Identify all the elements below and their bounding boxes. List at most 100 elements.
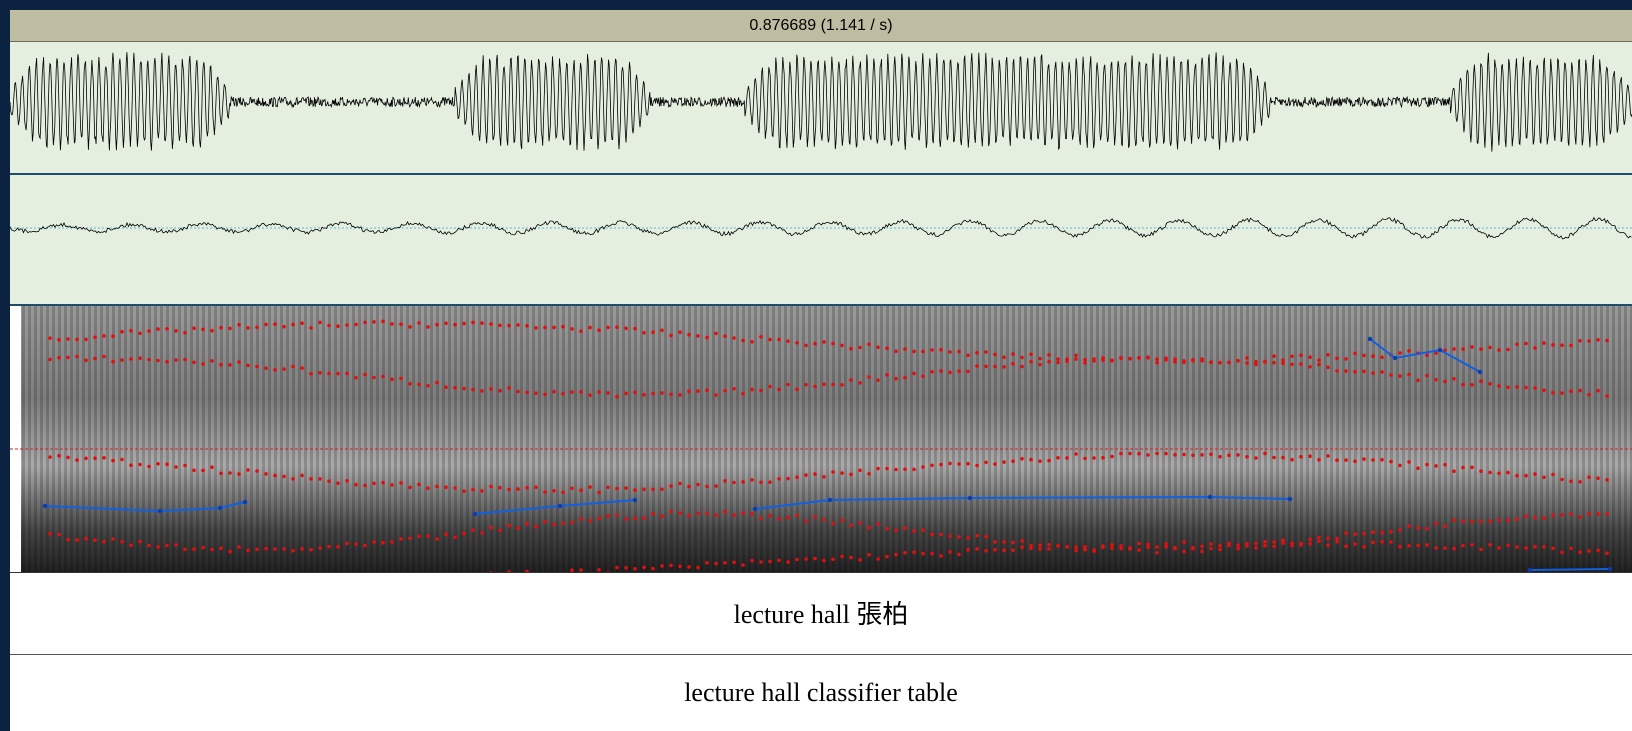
formant-dot [1497,384,1501,388]
formant-dot [1074,357,1078,361]
formant-dot [1443,379,1447,384]
formant-dot [948,550,952,554]
formant-dot [885,554,889,559]
formant-dot [84,337,88,342]
waveform-panel[interactable] [10,42,1632,175]
formant-dot [1155,357,1159,361]
formant-dot [696,334,700,338]
pitch-point [1607,566,1613,572]
formant-dot [768,513,772,518]
formant-dot [867,472,871,476]
formant-dot [363,483,367,488]
formant-dot [462,321,466,326]
formant-dot [1011,459,1015,463]
formant-dot [1020,355,1024,360]
formant-dot [570,568,574,572]
formant-dot [300,366,304,370]
spectrogram-panel[interactable] [10,306,1632,572]
formant-dot [1398,544,1402,549]
formant-dot [660,487,664,492]
formant-dot [1200,544,1204,549]
formant-dot [120,457,124,462]
formant-dot [723,561,727,565]
formant-dot [1038,543,1042,547]
formant-dot [1578,515,1582,519]
formant-dot [1596,512,1600,516]
formant-dot [1380,540,1384,544]
formant-dot [678,564,682,569]
formant-dot [993,364,997,369]
tier-interval[interactable]: lecture hall 張柏 [10,572,1632,655]
formant-dot [336,371,340,376]
formant-dot [669,509,673,514]
formant-dot [822,340,826,344]
formant-dot [1317,535,1321,540]
formant-dot [75,458,79,462]
formant-dot [300,473,304,478]
formant-dot [1335,356,1339,361]
formant-dot [1371,530,1375,534]
formant-dot [1560,343,1564,347]
formant-dot [1290,362,1294,367]
formant-dot [831,470,835,474]
formant-dot [1110,542,1114,547]
formant-dot [597,516,601,520]
formant-dot [120,329,124,334]
formant-dot [1263,543,1267,548]
formant-dot [1560,477,1564,482]
formant-dot [543,325,547,330]
formant-dot [1281,455,1285,460]
formant-dot [1326,365,1330,370]
formant-dot [921,349,925,354]
formant-dot [606,571,610,572]
formant-dot [813,341,817,346]
formant-dot [1371,540,1375,545]
formant-dot [1173,453,1177,457]
formant-dot [930,463,934,468]
formant-dot [1488,470,1492,475]
formant-dot [660,514,664,518]
formant-dot [1290,354,1294,359]
formant-dot [588,393,592,397]
formant-dot [525,569,529,572]
formant-dot [1263,451,1267,456]
formant-dot [453,386,457,390]
formant-dot [1128,546,1132,550]
formant-dot [840,471,844,475]
formant-dot [1110,454,1114,459]
formant-dot [507,570,511,572]
formant-dot [678,481,682,486]
formant-dot [93,456,97,460]
formant-dot [975,547,979,551]
formant-dot [228,326,232,331]
formant-dot [1452,546,1456,551]
formant-dot [867,525,871,530]
formant-dot [102,540,106,544]
formant-dot [552,522,556,527]
formant-dot [1524,514,1528,519]
formant-dot [741,480,745,484]
formant-dot [201,545,205,550]
spectrogram-texture [21,306,1632,572]
waveform-trace [10,52,1632,152]
formant-dot [165,327,169,331]
selection-header[interactable]: 0.876689 (1.141 / s) [10,10,1632,42]
formant-dot [1236,546,1240,551]
formant-dot [147,464,151,469]
tier-interval[interactable]: lecture hall classifier table [10,655,1632,731]
formant-dot [921,465,925,469]
formant-dot [858,381,862,385]
formant-dot [165,462,169,466]
waveform-panel[interactable] [10,175,1632,306]
formant-dot [1218,454,1222,459]
formant-dot [1317,539,1321,543]
formant-dot [525,521,529,526]
formant-dot [174,465,178,469]
formant-dot [498,485,502,490]
formant-dot [1371,458,1375,462]
formant-dot [1191,453,1195,458]
formant-dot [516,323,520,327]
formant-dot [480,489,484,493]
formant-dot [165,360,169,364]
formant-dot [381,540,385,545]
